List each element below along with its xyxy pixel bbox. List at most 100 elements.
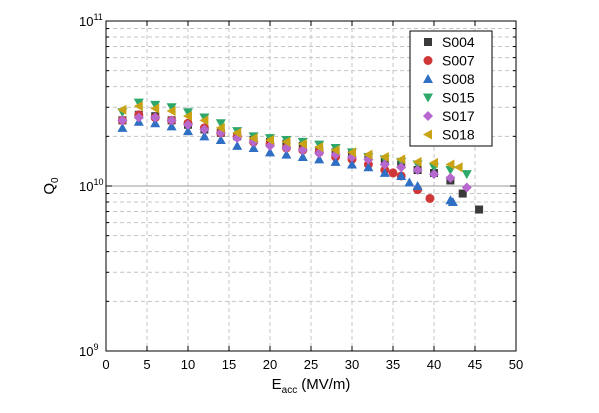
- data-point-s017: [117, 115, 128, 126]
- legend-label: S004: [442, 34, 475, 50]
- data-point-s015: [166, 103, 177, 113]
- data-point-s018: [453, 162, 463, 173]
- data-point-s018: [314, 142, 324, 153]
- data-point-s008: [330, 156, 341, 166]
- data-point-s008: [117, 122, 128, 132]
- data-point-s008: [232, 140, 243, 150]
- data-point-s018: [363, 149, 373, 160]
- data-point-s015: [150, 100, 161, 110]
- grid: [106, 21, 516, 351]
- y-tick-label-base: 10: [79, 14, 93, 29]
- x-tick-label: 30: [345, 357, 359, 372]
- data-point-s018: [429, 157, 438, 168]
- data-point-s017: [133, 112, 144, 123]
- data-point-s008: [166, 121, 177, 131]
- data-point-s007: [388, 168, 398, 178]
- data-point-s018: [396, 154, 406, 165]
- legend-marker-s015: [423, 93, 433, 103]
- data-point-s008: [363, 162, 374, 172]
- y-axis-label: Q0: [41, 177, 61, 195]
- data-point-s017: [379, 159, 390, 170]
- data-point-s018: [445, 159, 455, 170]
- x-tick-label: 50: [509, 357, 523, 372]
- data-point-s018: [412, 156, 422, 167]
- data-point-s018: [166, 105, 176, 116]
- data-point-s008: [314, 154, 325, 164]
- data-point-s008: [447, 196, 458, 206]
- y-tick-label-exponent: 10: [93, 177, 103, 187]
- x-tick-label: 15: [222, 357, 236, 372]
- data-point-s018: [265, 135, 274, 146]
- y-tick-label-base: 10: [79, 344, 93, 359]
- data-point-s008: [215, 135, 226, 145]
- data-point-s008: [396, 170, 407, 180]
- legend-label: S017: [442, 108, 475, 124]
- data-point-s007: [425, 193, 435, 203]
- data-point-s017: [166, 115, 177, 126]
- data-point-s018: [232, 127, 242, 138]
- data-point-s015: [215, 119, 226, 129]
- data-marks: [117, 98, 484, 214]
- legend: S004 S007 S008 S015 S017 S018: [409, 30, 493, 147]
- data-point-s017: [199, 124, 210, 135]
- data-point-s008: [379, 167, 390, 177]
- data-point-s017: [461, 182, 472, 193]
- data-point-s004: [475, 205, 484, 214]
- y-tick-label: 1011: [79, 12, 103, 29]
- x-tick-label: 40: [427, 357, 441, 372]
- data-point-s018: [199, 115, 209, 126]
- y-tick-label: 109: [79, 342, 98, 359]
- y-tick-label-base: 10: [79, 179, 93, 194]
- data-point-s015: [461, 170, 472, 180]
- x-tick-label: 10: [181, 357, 195, 372]
- data-point-s017: [412, 165, 423, 176]
- data-point-s017: [396, 162, 407, 173]
- data-point-s008: [281, 149, 292, 159]
- x-tick-label: 35: [386, 357, 400, 372]
- data-point-s018: [330, 145, 340, 156]
- data-point-s017: [183, 119, 193, 130]
- legend-marker-s018: [423, 129, 432, 140]
- data-point-s018: [150, 103, 160, 114]
- y-axis-label-symbol: Q: [41, 183, 58, 195]
- legend-marker-s004: [424, 38, 432, 46]
- data-point-s018: [117, 104, 127, 115]
- legend-marker-s007: [423, 56, 433, 65]
- data-point-s017: [445, 172, 456, 183]
- data-point-s018: [281, 136, 291, 147]
- y-tick-label: 1010: [79, 177, 103, 194]
- data-point-s008: [404, 177, 415, 187]
- x-axis-label: Eacc (MV/m): [272, 376, 351, 396]
- data-point-s008: [248, 142, 259, 152]
- data-point-s018: [347, 147, 356, 158]
- y-tick-label-exponent: 9: [93, 342, 98, 352]
- y-axis-label-subscript: 0: [50, 177, 61, 183]
- x-tick-label: 25: [304, 357, 318, 372]
- x-tick-label: 20: [263, 357, 277, 372]
- data-point-s018: [379, 151, 389, 162]
- data-point-s008: [347, 159, 357, 169]
- data-point-s018: [215, 122, 225, 133]
- data-point-s017: [429, 169, 439, 180]
- data-point-s008: [183, 126, 193, 136]
- data-point-s008: [265, 147, 275, 157]
- x-axis-label-unit: (MV/m): [301, 376, 350, 393]
- data-point-s018: [133, 101, 143, 112]
- data-point-s018: [183, 111, 192, 122]
- legend-box: [409, 30, 493, 147]
- x-tick-label: 45: [468, 357, 482, 372]
- data-point-s008: [412, 181, 423, 190]
- data-point-s008: [199, 131, 210, 141]
- data-point-s018: [248, 133, 258, 144]
- y-tick-label-exponent: 11: [93, 12, 102, 22]
- data-point-s008: [150, 118, 161, 128]
- x-axis-label-subscript: acc: [282, 385, 298, 396]
- data-point-s015: [183, 108, 193, 118]
- data-point-s004: [458, 189, 467, 198]
- legend-label: S018: [442, 127, 475, 143]
- legend-label: S007: [442, 53, 475, 69]
- x-tick-label: 0: [102, 357, 109, 372]
